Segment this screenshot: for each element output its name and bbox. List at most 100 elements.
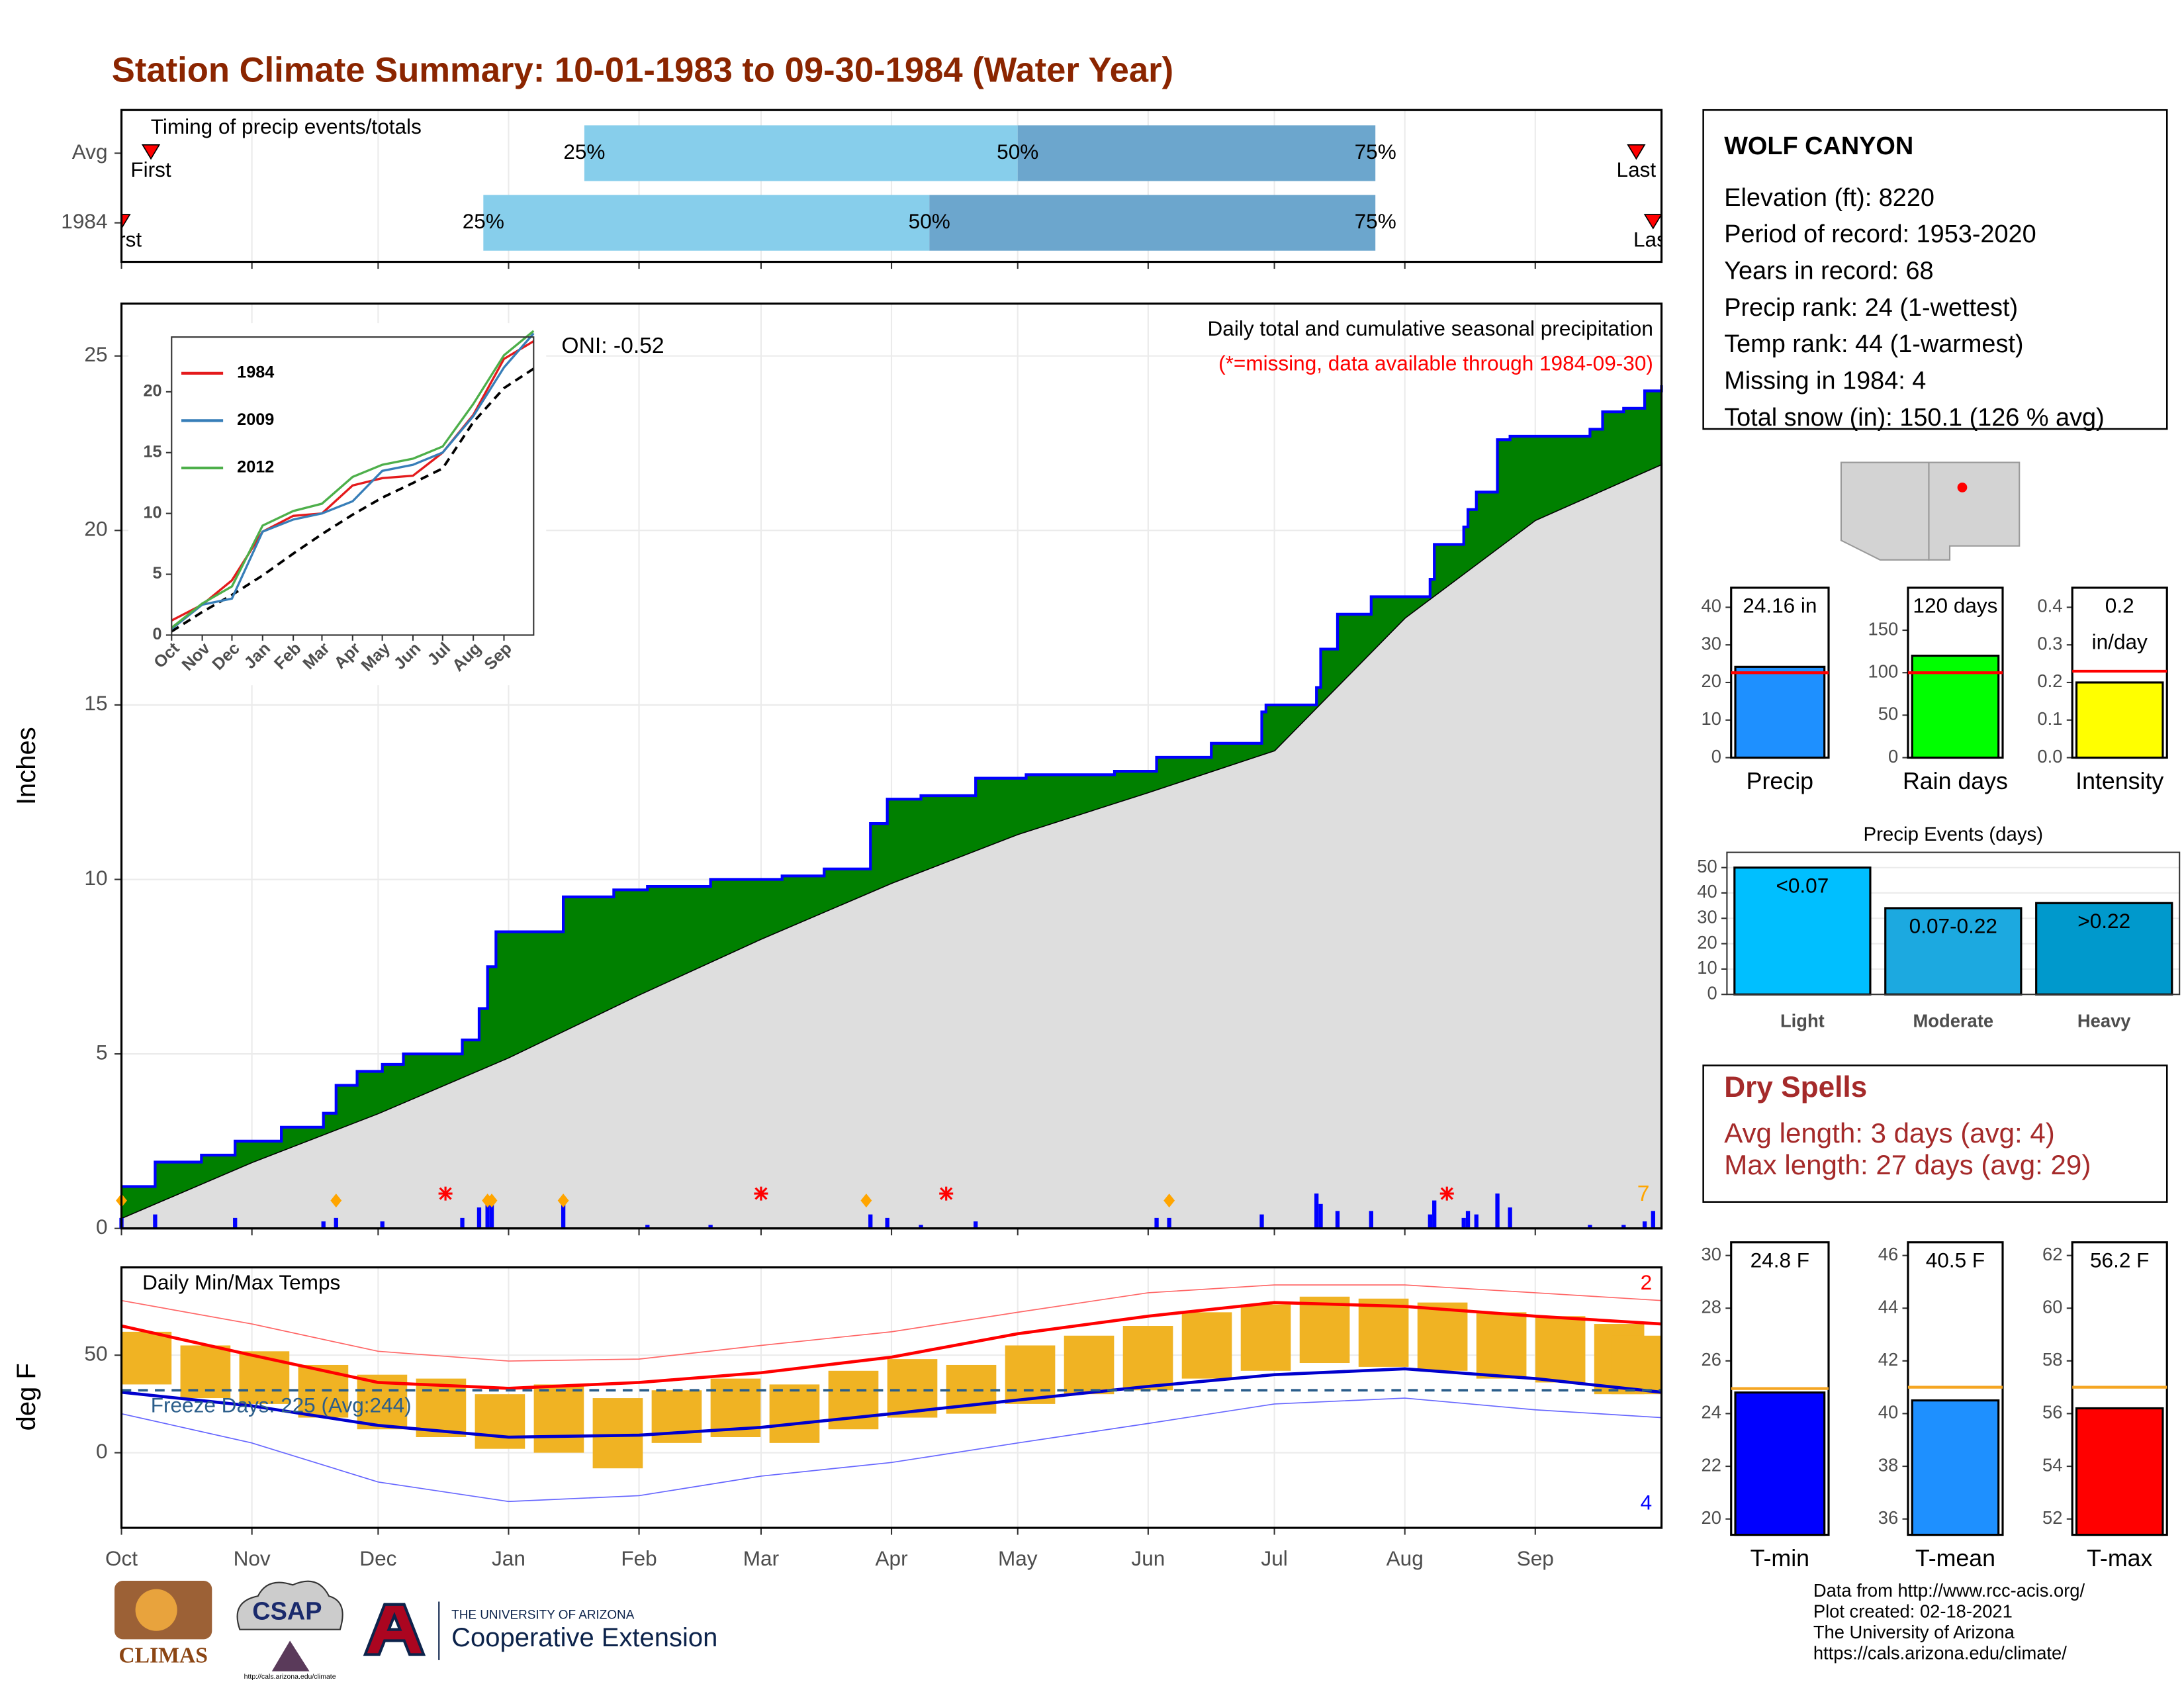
map-station: [1957, 483, 1968, 492]
y-tick-label: 50: [1697, 856, 1717, 876]
panel-frame: [120, 109, 1663, 263]
y-tick-label: 20: [1702, 671, 1721, 691]
extension-text: Cooperative Extension: [451, 1623, 717, 1652]
daily-range: [1535, 1316, 1586, 1383]
daily-range: [887, 1359, 938, 1418]
record-high-count: 2: [1641, 1270, 1653, 1294]
quartile-label: 75%: [1355, 209, 1396, 233]
station-line: Temp rank: 44 (1-warmest): [1724, 330, 2023, 358]
daily-bar: [1428, 1214, 1432, 1229]
snow-marker: [1163, 1194, 1175, 1208]
daily-bar: [1508, 1207, 1512, 1229]
daily-range: [592, 1398, 643, 1469]
inset-bg: [128, 323, 547, 686]
panel-frame: [120, 303, 1663, 1230]
cumulative-line: [121, 385, 1663, 1188]
x-label: Rain days: [1903, 768, 2008, 794]
value-label: 24.8 F: [1751, 1248, 1809, 1272]
y-tick-label: 15: [143, 442, 161, 461]
y-tick-label: 56: [2042, 1402, 2062, 1423]
freeze-label: Freeze Days: 225 (Avg:244): [151, 1393, 412, 1417]
event-label: Last: [1617, 158, 1657, 181]
value-label: 24.16 in: [1743, 594, 1817, 618]
y-tick-label: 28: [1702, 1296, 1721, 1317]
y-tick-label: 26: [1702, 1349, 1721, 1370]
daily-bar: [460, 1217, 465, 1229]
summary-bar: [1734, 665, 1826, 759]
daily-range: [1299, 1296, 1350, 1364]
summary-bar: [1911, 1399, 2000, 1536]
series-line: [171, 330, 535, 629]
y-tick-label: 20: [143, 382, 161, 400]
event-label: First: [101, 227, 142, 251]
y-tick-label: 52: [2042, 1507, 2062, 1528]
daily-bar: [321, 1221, 326, 1229]
quartile-bar: [584, 125, 1018, 181]
y-tick-label: 10: [1702, 708, 1721, 729]
record-max-line: [121, 1284, 1662, 1362]
panel-title: Daily total and cumulative seasonal prec…: [1208, 316, 1653, 340]
y-tick-label: 20: [84, 517, 107, 541]
event-marker: [141, 144, 161, 160]
daily-bar: [1465, 1211, 1471, 1229]
station-line: Precip rank: 24 (1-wettest): [1724, 294, 2018, 322]
station-line: Years in record: 68: [1724, 258, 1933, 285]
event-marker: [1627, 144, 1646, 160]
quartile-label: 75%: [1355, 140, 1396, 164]
bar: [1884, 907, 2023, 996]
y-tick-label: 54: [2042, 1454, 2062, 1475]
csap-text: CSAP: [252, 1597, 322, 1625]
missing-marker: [438, 1186, 453, 1201]
x-tick-label: Dec: [359, 1546, 396, 1570]
y-axis-label: deg F: [12, 1363, 41, 1430]
daily-bar: [974, 1221, 978, 1229]
surplus-area: [121, 385, 1662, 1218]
dry-spells-lines: Avg length: 3 days (avg: 4)Max length: 2…: [1724, 1117, 2091, 1180]
y-tick-label: 36: [1878, 1507, 1898, 1528]
y-tick-label: 25: [84, 342, 107, 366]
panel-title: Precip Events (days): [1864, 823, 2044, 845]
dry-spells-line: Max length: 27 days (avg: 29): [1724, 1149, 2091, 1180]
x-tick-label: Jun: [1131, 1546, 1165, 1570]
station-name: WOLF CANYON: [1724, 132, 1913, 160]
daily-range: [121, 1331, 172, 1385]
daily-range: [1476, 1312, 1527, 1379]
footer-line: The University of Arizona: [1813, 1622, 2015, 1642]
inset-frame: [171, 336, 535, 636]
panel-title: Daily Min/Max Temps: [142, 1270, 340, 1294]
panel-subtitle: (*=missing, data available through 1984-…: [1218, 352, 1653, 375]
quartile-label: 50%: [909, 209, 950, 233]
timing-title: Timing of precip events/totals: [151, 115, 422, 138]
dry-spells-line: Avg length: 3 days (avg: 4): [1724, 1117, 2055, 1149]
y-tick-label: 58: [2042, 1349, 2062, 1370]
climas-text: CLIMAS: [118, 1643, 208, 1667]
snow-marker: [557, 1194, 569, 1208]
legend-label: 1984: [237, 363, 274, 382]
daily-bar: [1369, 1211, 1373, 1229]
value-label: in/day: [2092, 630, 2148, 653]
station-lines: Elevation (ft): 8220 Period of record: 19…: [1724, 184, 2104, 432]
row-label: Avg: [72, 140, 108, 164]
quartile-label: 25%: [563, 140, 605, 164]
daily-bar: [1642, 1221, 1647, 1229]
summary-bar: [2075, 681, 2164, 759]
y-tick-label: 0.2: [2037, 671, 2062, 691]
x-tick-label: Moderate: [1913, 1011, 1994, 1031]
daily-bar: [645, 1225, 650, 1229]
range-label: <0.07: [1776, 873, 1829, 897]
daily-bar: [1259, 1214, 1264, 1229]
avg-max-line: [121, 1301, 1662, 1390]
x-tick-label: Nov: [234, 1546, 271, 1570]
range-label: >0.22: [2077, 909, 2130, 933]
event-label: Last: [1633, 227, 1673, 251]
daily-bar: [1474, 1214, 1479, 1229]
quartile-label: 25%: [463, 209, 504, 233]
x-tick-label: Oct: [105, 1546, 138, 1570]
daily-bar: [1154, 1217, 1159, 1229]
y-tick-label: 40: [1878, 1402, 1898, 1423]
daily-bar: [1495, 1193, 1500, 1229]
x-tick-label: Jul: [1261, 1546, 1287, 1570]
average-line: [171, 367, 535, 633]
timing-rows: 25% 50% 75% First Last 25% 50% 75% First Last: [101, 125, 1673, 251]
